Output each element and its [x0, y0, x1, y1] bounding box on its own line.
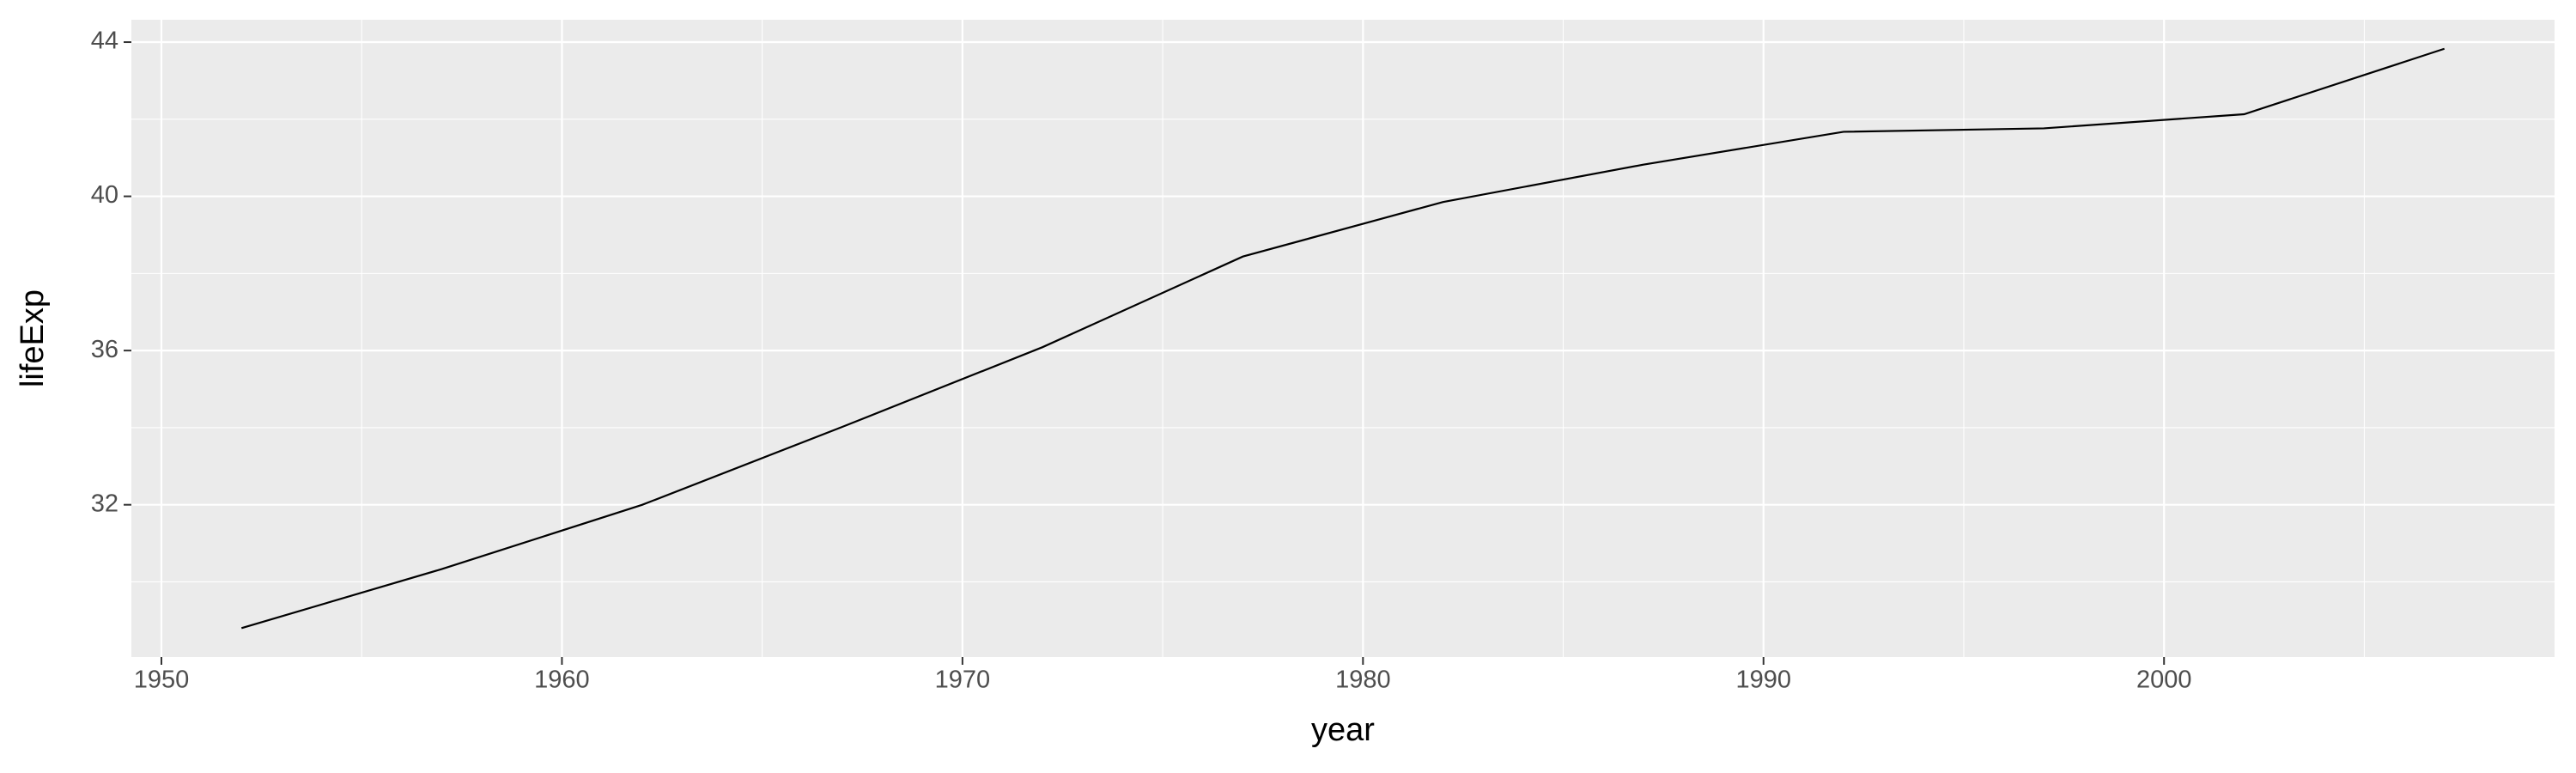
data-line	[240, 47, 2445, 630]
y-axis-title: lifeExp	[15, 289, 51, 387]
panel	[131, 20, 2555, 657]
x-tick-label: 1970	[935, 666, 991, 694]
x-tick-label: 1960	[534, 666, 590, 694]
x-axis-title: year	[1311, 712, 1375, 748]
x-tick-label: 2000	[2136, 666, 2192, 694]
x-tick-label: 1950	[134, 666, 190, 694]
x-tick-label: 1980	[1335, 666, 1391, 694]
y-tick-label: 36	[91, 336, 118, 363]
y-tick-label: 32	[91, 490, 118, 517]
x-tick-label: 1990	[1736, 666, 1792, 694]
y-tick-label: 44	[91, 27, 118, 55]
y-tick-label: 40	[91, 181, 118, 209]
